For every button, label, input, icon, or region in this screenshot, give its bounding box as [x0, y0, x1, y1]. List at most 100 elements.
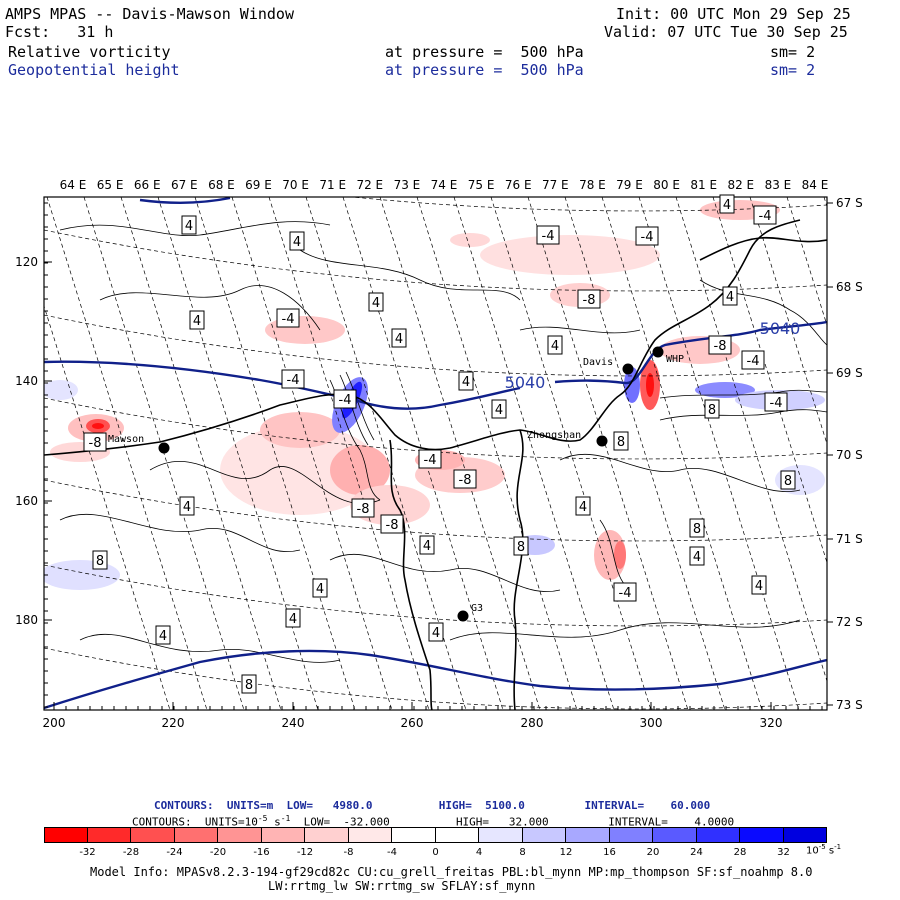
vorticity-contour-label: 8 — [96, 554, 104, 569]
vorticity-contour-label: 4 — [755, 579, 763, 594]
contour-label-box — [689, 518, 705, 538]
colorbar-label: 4 — [475, 847, 483, 858]
contour-label-box — [613, 582, 637, 602]
latitude-label: 71 S — [836, 532, 863, 546]
field2-name: Geopotential height — [8, 61, 180, 79]
vorticity-contour-label: -4 — [339, 393, 352, 408]
longitude-label: 66 E — [134, 178, 161, 192]
axis-ticks — [44, 202, 833, 710]
x-grid-label: 240 — [282, 716, 305, 730]
vorticity-contour-label: -4 — [770, 396, 783, 411]
contour-label-box — [458, 371, 474, 391]
coastline — [44, 219, 827, 710]
contour-label-box — [708, 335, 732, 355]
x-grid-label: 220 — [162, 716, 185, 730]
colorbar-unit-base: 10 — [806, 845, 819, 857]
longitude-label: 71 E — [319, 178, 346, 192]
vorticity-contour-range: LOW= -32.000 HIGH= 32.000 INTERVAL= 4.00… — [290, 815, 735, 829]
latitude-label: 70 S — [836, 448, 863, 462]
plot-title: AMPS MPAS -- Davis-Mawson Window — [5, 5, 294, 23]
station-label: Mawson — [108, 434, 144, 445]
longitude-label: 69 E — [245, 178, 272, 192]
field2-pressure: at pressure = 500 hPa — [385, 61, 584, 79]
colorbar-swatch — [609, 827, 653, 843]
colorbar-label: -12 — [296, 847, 314, 858]
contour-labels: 4 4 4 4 4 4 4 4 4 4 4 4 4 4 4 4 4 4 4 -4 -4 -4 -4 -4 -4 -4 -4 -4 -4 -… — [83, 194, 801, 694]
longitude-label: 74 E — [431, 178, 458, 192]
height-contour-label: 5040 — [760, 319, 801, 338]
vorticity-contour-info: CONTOURS: UNITS=10-5 s-1 LOW= -32.000 HI… — [132, 812, 734, 829]
colorbar-swatch — [348, 827, 392, 843]
vorticity-contour-label: 4 — [693, 550, 701, 565]
vorticity-contour-label: -4 — [287, 373, 300, 388]
contour-label-box — [536, 225, 560, 245]
contour-label-box — [285, 608, 301, 628]
contour-label-box — [780, 470, 796, 490]
latitude-label: 68 S — [836, 280, 863, 294]
contour-label-box — [547, 335, 563, 355]
contour-label-box — [380, 514, 404, 534]
vorticity-contour-label: -8 — [89, 436, 102, 451]
station-marker — [652, 346, 664, 358]
vorticity-contour-label: -8 — [386, 518, 399, 533]
contour-label-box — [281, 369, 305, 389]
vorticity-contour-label: -4 — [282, 312, 295, 327]
height-contour-label: 5040 — [505, 373, 546, 392]
colorbar-label: -24 — [166, 847, 183, 858]
lat-lon-grid — [44, 197, 827, 710]
contour-label-box — [575, 496, 591, 516]
colorbar-swatch — [392, 827, 436, 843]
station-marker — [457, 610, 469, 622]
vorticity-contour-label: 4 — [293, 235, 301, 250]
y-grid-label: 160 — [15, 494, 38, 508]
vorticity-contour-label: -4 — [759, 209, 772, 224]
field1-name: Relative vorticity — [8, 43, 171, 61]
contour-label-box — [333, 389, 357, 409]
colorbar-label: 16 — [603, 847, 616, 858]
contour-label-box — [704, 399, 720, 419]
vorticity-contour-units: CONTOURS: UNITS=10 — [132, 815, 258, 829]
x-grid-label: 320 — [760, 716, 783, 730]
vorticity-contour-label: 4 — [432, 626, 440, 641]
x-grid-label: 280 — [521, 716, 544, 730]
longitude-label: 67 E — [171, 178, 198, 192]
contour-label-box — [418, 449, 442, 469]
vorticity-contour-label: 4 — [183, 500, 191, 515]
contour-label-box — [289, 231, 305, 251]
vorticity-contour-label: -8 — [583, 293, 596, 308]
colorbar-swatch — [87, 827, 131, 843]
model-info-physics: LW:rrtmg_lw SW:rrtmg_sw SFLAY:sf_mynn — [268, 879, 536, 893]
vorticity-contour-label: 4 — [551, 339, 559, 354]
vorticity-contour-label: 4 — [185, 219, 193, 234]
colorbar-label: -16 — [253, 847, 270, 858]
colorbar-label: -4 — [387, 847, 397, 858]
colorbar-label: -28 — [122, 847, 140, 858]
contour-label-box — [83, 432, 107, 452]
contour-label-box — [722, 286, 738, 306]
colorbar-swatch — [653, 827, 697, 843]
colorbar-swatch — [479, 827, 523, 843]
vorticity-contour-label: 8 — [517, 540, 525, 555]
colorbar-swatch — [696, 827, 740, 843]
y-grid-label: 180 — [15, 613, 38, 627]
longitude-label: 73 E — [394, 178, 421, 192]
y-grid-label: 120 — [15, 255, 38, 269]
vorticity-units-s-exp: -1 — [280, 814, 291, 823]
forecast-hour: Fcst: 31 h — [5, 23, 114, 41]
longitude-label: 79 E — [616, 178, 643, 192]
axis-labels: 64 E 65 E 66 E 67 E 68 E 69 E 70 E 71 E 72 E 73 E… — [15, 178, 863, 730]
contour-label-box — [155, 625, 171, 645]
valid-time: Valid: 07 UTC Tue 30 Sep 25 — [604, 23, 848, 41]
colorbar-label: 20 — [646, 847, 660, 858]
vorticity-contour-label: 8 — [708, 403, 716, 418]
longitude-label: 81 E — [690, 178, 717, 192]
colorbar-swatch — [435, 827, 479, 843]
vorticity-contour-label: 4 — [193, 314, 201, 329]
longitude-label: 83 E — [765, 178, 792, 192]
colorbar-swatch — [740, 827, 784, 843]
contour-label-box — [689, 546, 705, 566]
station-label: Davis — [583, 357, 613, 368]
colorbar-units: 10-5 s-1 — [806, 843, 841, 856]
contour-label-box — [189, 310, 205, 330]
